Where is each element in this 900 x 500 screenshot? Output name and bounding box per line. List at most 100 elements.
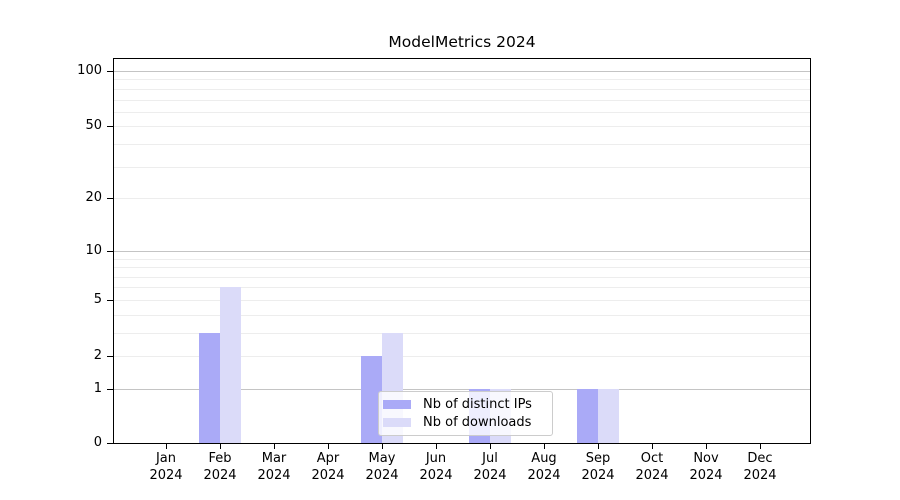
y-tick-5	[107, 300, 113, 301]
bar-nb-of-distinct-ips-feb	[199, 332, 220, 443]
gridline-major-1	[114, 389, 810, 390]
legend-label-downloads: Nb of downloads	[423, 415, 532, 431]
x-tick-label-sep: Sep 2024	[566, 451, 630, 484]
x-tick-month: Feb	[208, 451, 232, 466]
bar-nb-of-downloads-sep	[598, 389, 619, 443]
gridline-minor-50	[114, 126, 810, 127]
x-tick-jun	[436, 444, 437, 449]
gridline-minor-7	[114, 277, 810, 278]
gridline-minor-20	[114, 198, 810, 199]
x-tick-year: 2024	[581, 467, 615, 483]
x-tick-label-nov: Nov 2024	[674, 451, 738, 484]
gridline-major-10	[114, 251, 810, 252]
gridline-minor-9	[114, 259, 810, 260]
y-tick-20	[107, 198, 113, 199]
legend-label-distinct-ips: Nb of distinct IPs	[423, 396, 532, 412]
x-tick-sep	[598, 444, 599, 449]
y-tick-label-10: 10	[85, 243, 102, 258]
y-tick-label-20: 20	[85, 190, 102, 205]
x-tick-label-aug: Aug 2024	[512, 451, 576, 484]
x-tick-month: Jul	[482, 451, 498, 466]
x-tick-year: 2024	[419, 467, 453, 483]
gridline-minor-80	[114, 89, 810, 90]
gridline-major-100	[114, 71, 810, 72]
x-tick-year: 2024	[689, 467, 723, 483]
x-tick-label-mar: Mar 2024	[242, 451, 306, 484]
legend-swatch-distinct-ips-icon	[383, 399, 411, 409]
x-tick-label-oct: Oct 2024	[620, 451, 684, 484]
y-tick-10	[107, 251, 113, 252]
grid-layer	[114, 59, 810, 443]
x-tick-year: 2024	[635, 467, 669, 483]
bar-nb-of-distinct-ips-sep	[577, 389, 598, 443]
gridline-minor-30	[114, 167, 810, 168]
x-tick-label-jun: Jun 2024	[404, 451, 468, 484]
gridline-minor-60	[114, 112, 810, 113]
legend: Nb of distinct IPs Nb of downloads	[378, 391, 553, 436]
x-tick-year: 2024	[527, 467, 561, 483]
x-tick-may	[382, 444, 383, 449]
x-tick-year: 2024	[257, 467, 291, 483]
y-tick-label-100: 100	[77, 63, 102, 78]
y-tick-label-1: 1	[93, 381, 102, 396]
gridline-minor-5	[114, 300, 810, 301]
x-tick-oct	[652, 444, 653, 449]
x-tick-mar	[274, 444, 275, 449]
x-tick-label-dec: Dec 2024	[728, 451, 792, 484]
x-tick-year: 2024	[149, 467, 183, 483]
x-tick-month: Apr	[316, 451, 340, 466]
bar-nb-of-distinct-ips-may	[361, 356, 382, 443]
x-tick-label-jul: Jul 2024	[458, 451, 522, 484]
legend-swatch-downloads-icon	[383, 418, 411, 428]
x-tick-label-may: May 2024	[350, 451, 414, 484]
x-tick-year: 2024	[203, 467, 237, 483]
y-tick-100	[107, 71, 113, 72]
x-tick-year: 2024	[743, 467, 777, 483]
y-tick-50	[107, 126, 113, 127]
bar-nb-of-downloads-feb	[220, 287, 241, 443]
x-tick-year: 2024	[365, 467, 399, 483]
x-tick-year: 2024	[473, 467, 507, 483]
x-tick-apr	[328, 444, 329, 449]
x-tick-month: Jun	[425, 451, 447, 466]
gridline-minor-4	[114, 315, 810, 316]
x-tick-jan	[166, 444, 167, 449]
x-tick-label-jan: Jan 2024	[134, 451, 198, 484]
x-tick-feb	[220, 444, 221, 449]
x-tick-month: Dec	[747, 451, 773, 466]
y-tick-2	[107, 356, 113, 357]
x-tick-month: Mar	[261, 451, 287, 466]
y-tick-label-2: 2	[93, 348, 102, 363]
gridline-minor-8	[114, 267, 810, 268]
y-tick-label-5: 5	[93, 292, 102, 307]
gridline-minor-40	[114, 144, 810, 145]
gridline-minor-6	[114, 287, 810, 288]
legend-item-distinct-ips: Nb of distinct IPs	[383, 395, 546, 414]
y-tick-label-50: 50	[85, 118, 102, 133]
x-tick-dec	[760, 444, 761, 449]
legend-item-downloads: Nb of downloads	[383, 414, 546, 433]
x-tick-month: Sep	[585, 451, 611, 466]
x-tick-month: Jan	[155, 451, 177, 466]
x-tick-month: May	[368, 451, 396, 466]
x-tick-label-apr: Apr 2024	[296, 451, 360, 484]
x-tick-year: 2024	[311, 467, 345, 483]
x-tick-nov	[706, 444, 707, 449]
x-tick-jul	[490, 444, 491, 449]
y-tick-label-0: 0	[93, 435, 102, 450]
x-tick-label-feb: Feb 2024	[188, 451, 252, 484]
y-tick-1	[107, 389, 113, 390]
gridline-minor-70	[114, 100, 810, 101]
bars-layer	[114, 59, 810, 443]
x-tick-month: Oct	[640, 451, 664, 466]
gridline-minor-3	[114, 333, 810, 334]
gridline-minor-90	[114, 79, 810, 80]
gridline-minor-2	[114, 356, 810, 357]
x-tick-month: Aug	[531, 451, 557, 466]
x-tick-aug	[544, 444, 545, 449]
plot-area	[113, 58, 811, 444]
chart-title: ModelMetrics 2024	[388, 33, 536, 51]
x-tick-month: Nov	[693, 451, 719, 466]
y-tick-0	[107, 443, 113, 444]
